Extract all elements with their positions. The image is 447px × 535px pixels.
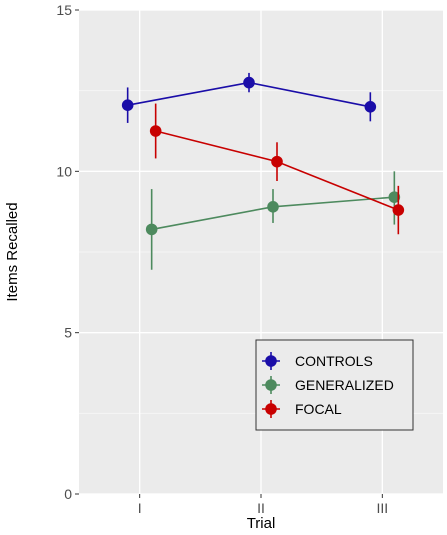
- data-point: [243, 76, 255, 89]
- x-tick-label: II: [257, 500, 265, 516]
- data-point: [145, 223, 158, 236]
- y-axis-title: Items Recalled: [4, 202, 21, 301]
- data-point: [271, 155, 283, 168]
- y-axis-ticks: 0 5 10 15: [56, 2, 79, 502]
- legend-key-point: [265, 379, 277, 391]
- y-tick-label: 0: [64, 486, 72, 502]
- legend-label: GENERALIZED: [295, 377, 394, 393]
- data-point: [121, 99, 134, 111]
- y-tick-label: 5: [64, 325, 72, 341]
- legend-label: FOCAL: [295, 401, 342, 417]
- data-point: [267, 201, 279, 213]
- legend-box: [255, 339, 414, 431]
- x-tick-label: III: [376, 500, 388, 516]
- series-controls: [121, 72, 377, 123]
- data-point: [149, 125, 162, 137]
- series-generalized: [145, 171, 401, 270]
- series-layer: [121, 72, 405, 270]
- legend-key-point: [265, 355, 277, 367]
- legend-key-point: [265, 403, 277, 415]
- legend: CONTROLS GENERALIZED FOCAL: [255, 339, 414, 431]
- x-axis-ticks: I II III: [138, 494, 388, 516]
- legend-label: CONTROLS: [295, 353, 373, 369]
- legend-item-generalized: GENERALIZED: [262, 376, 394, 394]
- x-tick-label: I: [138, 500, 142, 516]
- data-point: [392, 204, 405, 216]
- series-focal: [149, 103, 405, 235]
- legend-item-focal: FOCAL: [262, 400, 342, 418]
- x-axis-title: Trial: [247, 515, 276, 532]
- y-tick-label: 15: [56, 2, 72, 18]
- data-point: [364, 101, 377, 113]
- y-tick-label: 10: [56, 163, 72, 179]
- legend-item-controls: CONTROLS: [262, 352, 373, 370]
- data-point: [388, 191, 401, 203]
